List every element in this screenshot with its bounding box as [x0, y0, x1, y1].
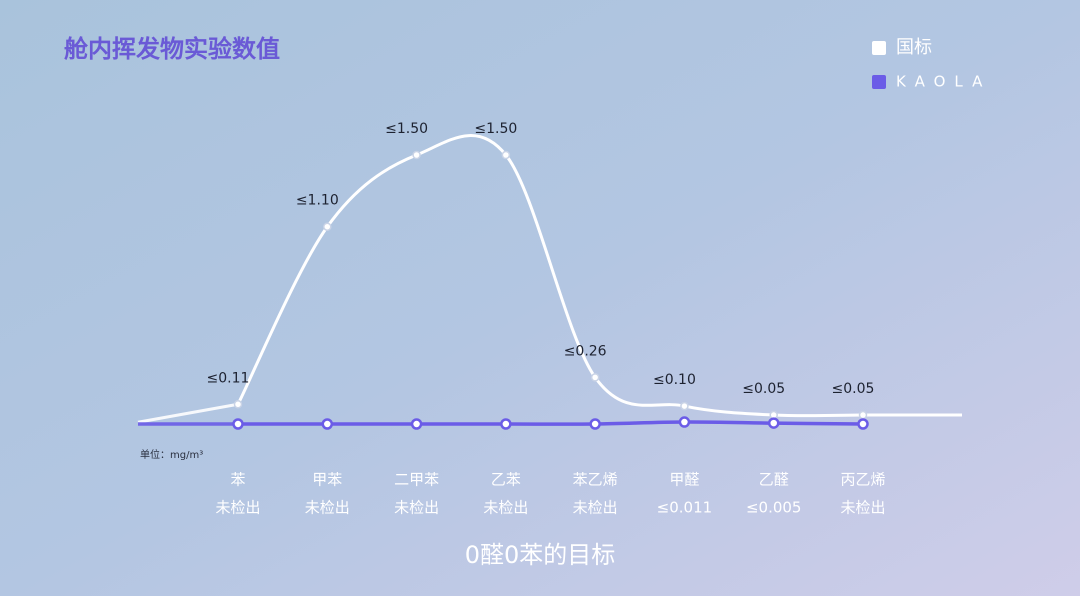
value-label: 未检出 [305, 499, 350, 517]
x-tick-label: 丙乙烯 [840, 471, 885, 489]
data-point [323, 222, 332, 231]
x-tick-label: 乙醛 [759, 471, 789, 489]
x-tick-label: 乙苯 [491, 471, 521, 489]
value-label: 未检出 [483, 499, 528, 517]
data-point [589, 418, 601, 430]
value-label: ≤0.005 [746, 499, 802, 517]
x-tick-label: 甲苯 [312, 471, 342, 489]
data-point [321, 418, 334, 430]
data-point [501, 150, 511, 160]
data-point [500, 418, 512, 430]
value-label: 未检出 [840, 499, 885, 517]
value-label: 未检出 [394, 499, 439, 517]
data-point [410, 418, 423, 430]
value-label: 未检出 [573, 499, 618, 517]
x-tick-label: 甲醛 [669, 471, 699, 489]
data-point [232, 418, 244, 430]
value-label: ≤0.011 [657, 499, 713, 517]
x-tick-label: 苯 [230, 471, 245, 489]
legend-label: 国标 [896, 37, 932, 58]
value-label: ≤0.05 [742, 381, 785, 397]
value-label: ≤1.50 [385, 121, 428, 137]
data-point [767, 417, 780, 429]
value-label: ≤1.50 [474, 121, 517, 137]
legend-swatch [872, 75, 886, 89]
data-point [680, 401, 689, 411]
value-label: ≤0.26 [564, 343, 607, 359]
value-label: ≤0.10 [653, 372, 696, 388]
chart-title: 舱内挥发物实验数值 [64, 35, 280, 63]
value-label: ≤0.05 [832, 381, 875, 397]
data-point [412, 150, 421, 160]
data-point [678, 416, 691, 428]
x-tick-label: 二甲苯 [394, 471, 439, 489]
value-label: ≤0.11 [207, 370, 250, 386]
data-point [233, 400, 243, 409]
caption: 0醛0苯的目标 [465, 541, 616, 569]
unit-label: 单位：mg/m³ [140, 448, 203, 461]
line-tail [137, 402, 239, 424]
legend-swatch [872, 41, 886, 55]
value-label: 未检出 [215, 499, 260, 517]
series-line [238, 420, 864, 426]
data-point [858, 410, 868, 420]
x-tick-label: 苯乙烯 [573, 471, 618, 489]
data-point [590, 373, 600, 382]
value-label: ≤1.10 [296, 193, 339, 209]
data-point [857, 418, 869, 430]
legend-label: KAOLA [896, 73, 991, 91]
